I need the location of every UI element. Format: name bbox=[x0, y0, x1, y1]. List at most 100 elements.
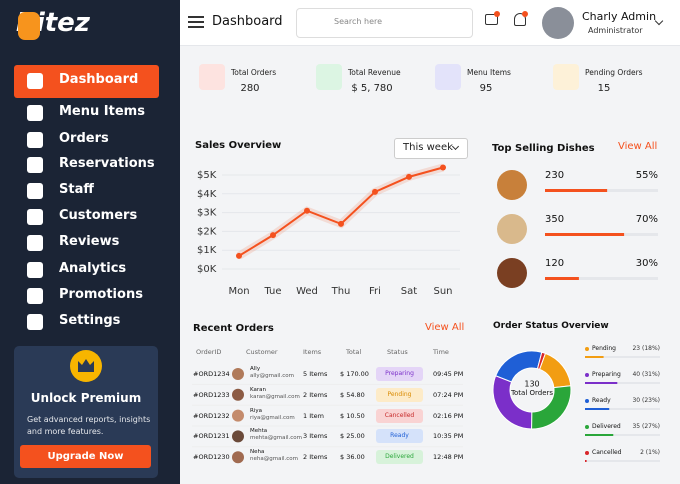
stat-icon bbox=[435, 64, 461, 90]
nav-icon bbox=[27, 209, 43, 225]
nav-item[interactable]: Reservations bbox=[59, 156, 155, 171]
customer-email: mehta@gmail.com bbox=[250, 435, 303, 442]
dish-percent: 55% bbox=[635, 170, 658, 181]
stat-value: 280 bbox=[240, 83, 260, 94]
x-tick-label: Thu bbox=[331, 286, 351, 297]
view-all[interactable]: View All bbox=[618, 141, 658, 152]
nav-icon bbox=[27, 288, 43, 304]
y-tick-label: $4K bbox=[197, 189, 217, 200]
menu-button[interactable] bbox=[188, 16, 204, 28]
legend-value: 2 (1%) bbox=[640, 449, 660, 456]
status-pill: Cancelled bbox=[376, 408, 423, 423]
page-title: Dashboard bbox=[212, 14, 283, 29]
customer-name: Mehta bbox=[250, 428, 268, 435]
order-time: 09:45 PM bbox=[433, 370, 464, 378]
status-pill: Ready bbox=[376, 429, 423, 444]
search-box[interactable] bbox=[296, 8, 473, 38]
table-head bbox=[192, 342, 463, 363]
donut-total: 130 bbox=[524, 380, 539, 389]
legend-name: Pending bbox=[592, 345, 616, 352]
legend-value: 40 (31%) bbox=[632, 371, 660, 378]
nav-icon bbox=[27, 183, 43, 199]
order-items: 2 Items bbox=[303, 453, 328, 462]
nav-item[interactable]: Analytics bbox=[59, 261, 127, 276]
column-header: Customer bbox=[246, 348, 278, 356]
y-tick-label: $2K bbox=[197, 226, 217, 237]
nav-item[interactable]: Settings bbox=[59, 313, 121, 328]
card-title: Sales Overview bbox=[195, 140, 282, 151]
dish-percent: 30% bbox=[635, 258, 658, 269]
dish-image bbox=[497, 170, 527, 200]
dish-image bbox=[497, 258, 527, 288]
dish-count: 230 bbox=[545, 170, 565, 181]
y-tick-label: $1K bbox=[197, 245, 217, 256]
logo-icon bbox=[18, 12, 40, 40]
order-id: #ORD1230 bbox=[193, 453, 230, 462]
order-items: 1 Item bbox=[303, 411, 324, 420]
filter-dropdown[interactable]: This week bbox=[394, 138, 468, 159]
card-title: Order Status Overview bbox=[493, 321, 609, 331]
upgrade-button[interactable]: Upgrade Now bbox=[20, 445, 151, 468]
bell-icon[interactable] bbox=[514, 13, 526, 26]
progress-bar bbox=[545, 189, 608, 192]
customer-email: riya@gmail.com bbox=[250, 414, 295, 421]
nav-item[interactable]: Reviews bbox=[59, 234, 120, 249]
column-header: Items bbox=[303, 348, 322, 356]
legend-bar bbox=[585, 356, 604, 358]
customer-avatar bbox=[232, 368, 244, 380]
nav-item[interactable]: Staff bbox=[59, 182, 94, 197]
order-id: #ORD1232 bbox=[193, 411, 230, 420]
dish-count: 350 bbox=[545, 214, 565, 225]
order-total: $ 25.00 bbox=[340, 432, 365, 441]
customer-avatar bbox=[232, 451, 244, 464]
nav-item[interactable]: Dashboard bbox=[59, 72, 139, 87]
messages-icon[interactable] bbox=[485, 14, 498, 25]
customer-avatar bbox=[232, 409, 244, 422]
legend-name: Cancelled bbox=[592, 449, 622, 456]
legend-dot bbox=[585, 425, 589, 429]
order-id: #ORD1233 bbox=[193, 390, 230, 399]
legend-value: 23 (18%) bbox=[632, 345, 660, 352]
order-total: $ 54.80 bbox=[340, 390, 365, 399]
user-role: Administrator bbox=[588, 26, 643, 35]
customer-email: neha@gmail.com bbox=[250, 456, 298, 463]
nav-item[interactable]: Promotions bbox=[59, 287, 143, 302]
legend-dot bbox=[585, 347, 589, 351]
nav-item[interactable]: Menu Items bbox=[59, 104, 145, 119]
customer-email: karan@gmail.com bbox=[250, 393, 300, 400]
legend-track bbox=[585, 434, 660, 436]
legend-track bbox=[585, 408, 660, 410]
point bbox=[372, 188, 378, 195]
stat-label: Pending Orders bbox=[585, 68, 643, 77]
nav-item[interactable]: Orders bbox=[59, 131, 109, 146]
order-items: 2 Items bbox=[303, 390, 328, 399]
x-tick-label: Sun bbox=[433, 286, 452, 297]
search-placeholder: Search here bbox=[334, 17, 383, 26]
customer-name: Karan bbox=[250, 386, 266, 393]
x-tick-label: Fri bbox=[369, 286, 381, 297]
dish-image bbox=[497, 214, 527, 244]
legend-name: Delivered bbox=[592, 423, 621, 430]
nav-icon bbox=[27, 314, 43, 330]
order-time: 07:24 PM bbox=[433, 390, 464, 399]
nav-item[interactable]: Customers bbox=[59, 208, 138, 223]
legend-bar bbox=[585, 434, 614, 436]
view-all[interactable]: View All bbox=[425, 322, 465, 333]
y-tick-label: $3K bbox=[197, 208, 217, 219]
stat-icon bbox=[316, 64, 342, 90]
legend-bar bbox=[585, 408, 610, 410]
order-total: $ 36.00 bbox=[340, 453, 365, 462]
order-total: $ 170.00 bbox=[340, 370, 369, 378]
customer-avatar bbox=[232, 430, 244, 443]
point bbox=[406, 173, 412, 180]
donut-segment bbox=[538, 352, 572, 389]
promo-title: Unlock Premium bbox=[30, 391, 142, 405]
promo-text: Get advanced reports, insights and more … bbox=[27, 415, 151, 436]
column-header: Total bbox=[346, 348, 362, 356]
customer-name: Ally bbox=[250, 366, 261, 372]
legend-name: Preparing bbox=[592, 371, 621, 378]
point bbox=[236, 252, 242, 259]
customer-name: Riya bbox=[250, 407, 262, 414]
order-id: #ORD1234 bbox=[193, 370, 230, 378]
